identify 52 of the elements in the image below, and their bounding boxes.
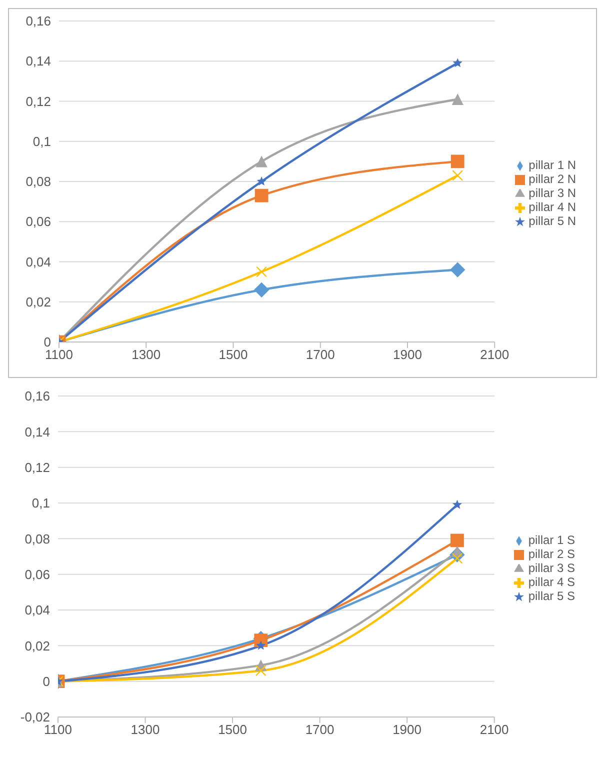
legend-label: pillar 5 N (528, 214, 576, 228)
point (450, 262, 466, 278)
x-tick-label: 1100 (44, 722, 72, 738)
point (450, 154, 464, 168)
y-tick-label: 0,12 (24, 460, 50, 475)
y-tick-label: 0,08 (24, 531, 50, 546)
point (256, 266, 268, 278)
x-tick-label: 1500 (218, 722, 247, 738)
y-tick-label: 0,02 (26, 294, 51, 310)
y-tick-label: 0 (42, 674, 50, 689)
legend-label: pillar 3 S (528, 561, 575, 575)
legend-label: pillar 2 S (528, 547, 575, 561)
x-tick-label: 1700 (305, 722, 334, 738)
x-tick-label: 2100 (480, 347, 510, 362)
y-tick-label: 0,16 (24, 388, 50, 404)
x-tick-label: 1300 (132, 347, 161, 362)
x-tick-label: 1900 (393, 347, 422, 362)
point (254, 282, 270, 298)
y-tick-label: 0,1 (32, 496, 50, 511)
x-tick-label: 1900 (392, 722, 422, 738)
y-tick-label: 0,14 (26, 54, 51, 69)
y-tick-label: 0,08 (26, 174, 51, 190)
legend-label: pillar 1 N (528, 158, 576, 172)
y-tick-label: 0,06 (26, 214, 51, 230)
legend-label: pillar 1 S (528, 533, 575, 547)
x-tick-label: 1700 (306, 347, 335, 362)
y-tick-label: 0 (44, 334, 51, 350)
y-tick-label: 0,02 (24, 638, 50, 654)
y-tick-label: 0,1 (32, 134, 51, 149)
legend-label: pillar 3 N (528, 186, 576, 200)
legend-label: pillar 4 S (528, 575, 575, 589)
point (254, 188, 268, 202)
legend-label: pillar 5 S (528, 589, 575, 603)
x-tick-label: 1300 (130, 722, 160, 738)
point (452, 58, 462, 68)
legend-label: pillar 4 N (528, 200, 576, 214)
legend-label: pillar 2 N (528, 172, 576, 186)
x-tick-label: 1500 (218, 347, 248, 362)
point (256, 176, 266, 186)
y-tick-label: 0,14 (24, 424, 50, 440)
point (255, 665, 266, 676)
y-tick-label: -0,02 (20, 710, 50, 725)
y-tick-label: 0,16 (26, 14, 51, 29)
point (450, 534, 464, 548)
y-tick-label: 0,04 (24, 602, 50, 618)
y-tick-label: 0,04 (26, 254, 51, 270)
y-tick-label: 0,06 (24, 566, 50, 582)
y-tick-label: 0,12 (26, 94, 51, 109)
point (452, 500, 462, 509)
x-tick-label: 2100 (480, 722, 509, 738)
x-tick-label: 1100 (45, 347, 73, 362)
point (452, 170, 464, 181)
